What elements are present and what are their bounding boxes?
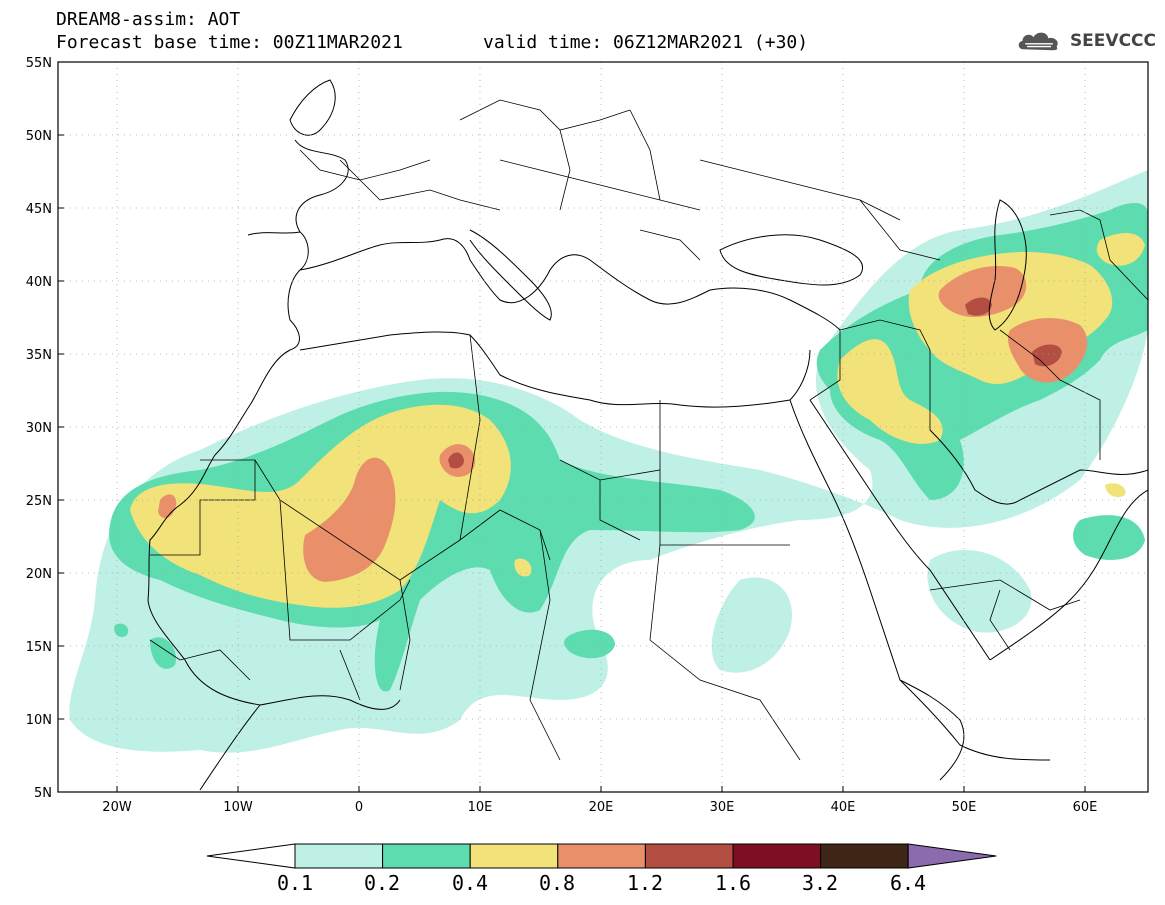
- colorbar: [206, 843, 997, 869]
- lon-tick-label: 10E: [468, 800, 493, 815]
- lon-tick-label: 60E: [1073, 800, 1098, 815]
- colorbar-label: 1.6: [714, 871, 752, 895]
- seevccc-logo: SEEVCCC: [1016, 26, 1156, 56]
- colorbar-swatch: [732, 843, 822, 869]
- lat-tick-label: 15N: [26, 640, 52, 655]
- colorbar-label: 1.2: [626, 871, 664, 895]
- lon-tick-label: 20W: [102, 800, 132, 815]
- colorbar-label: 0.1: [276, 871, 314, 895]
- cloud-icon: [1018, 32, 1058, 51]
- lon-tick-label: 10W: [223, 800, 253, 815]
- coastlines: [147, 79, 1148, 791]
- aot-field: [69, 170, 1148, 753]
- colorbar-swatch: [820, 843, 909, 869]
- colorbar-swatch: [557, 843, 646, 869]
- lon-tick-label: 0: [355, 800, 363, 815]
- lat-tick-label: 45N: [26, 202, 52, 217]
- valid-time: valid time: 06Z12MAR2021 (+30): [483, 32, 809, 53]
- lat-tick-label: 40N: [26, 275, 52, 290]
- colorbar-label: 0.2: [363, 871, 401, 895]
- colorbar-label: 6.4: [889, 871, 927, 895]
- colorbar-under-triangle: [206, 843, 296, 869]
- lat-tick-label: 25N: [26, 494, 52, 509]
- colorbar-label: 0.8: [538, 871, 576, 895]
- logo-text: SEEVCCC: [1069, 31, 1156, 51]
- colorbar-label: 0.4: [451, 871, 489, 895]
- forecast-base-time: Forecast base time: 00Z11MAR2021: [56, 32, 403, 53]
- lon-tick-label: 30E: [710, 800, 735, 815]
- lat-tick-label: 30N: [26, 421, 52, 436]
- lon-tick-label: 20E: [589, 800, 614, 815]
- colorbar-swatch: [294, 843, 384, 869]
- lon-axis: 20W 10W 0 10E 20E 30E 40E 50E 60E: [102, 786, 1097, 815]
- lat-tick-label: 10N: [26, 713, 52, 728]
- lat-axis: 55N 50N 45N 40N 35N 30N 25N 20N 15N 10N …: [26, 56, 64, 801]
- lon-tick-label: 40E: [831, 800, 856, 815]
- lon-tick-label: 50E: [952, 800, 977, 815]
- lat-tick-label: 5N: [34, 786, 52, 801]
- colorbar-over-triangle: [907, 843, 997, 869]
- colorbar-label: 3.2: [801, 871, 839, 895]
- lat-tick-label: 55N: [26, 56, 52, 71]
- borders: [149, 99, 1148, 761]
- map-title: DREAM8-assim: AOT: [56, 9, 241, 30]
- lat-tick-label: 35N: [26, 348, 52, 363]
- colorbar-swatch: [469, 843, 559, 869]
- colorbar-swatch: [382, 843, 471, 869]
- lat-tick-label: 50N: [26, 129, 52, 144]
- lat-tick-label: 20N: [26, 567, 52, 582]
- colorbar-swatch: [644, 843, 734, 869]
